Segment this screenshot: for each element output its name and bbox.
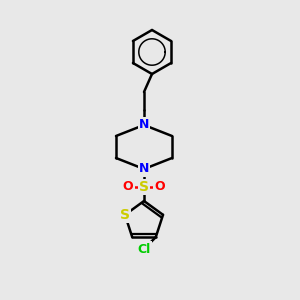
Text: N: N	[139, 118, 149, 131]
Text: O: O	[123, 181, 133, 194]
Text: N: N	[139, 163, 149, 176]
Text: O: O	[155, 181, 165, 194]
Text: Cl: Cl	[137, 243, 150, 256]
Text: S: S	[139, 180, 149, 194]
Text: S: S	[120, 208, 130, 222]
